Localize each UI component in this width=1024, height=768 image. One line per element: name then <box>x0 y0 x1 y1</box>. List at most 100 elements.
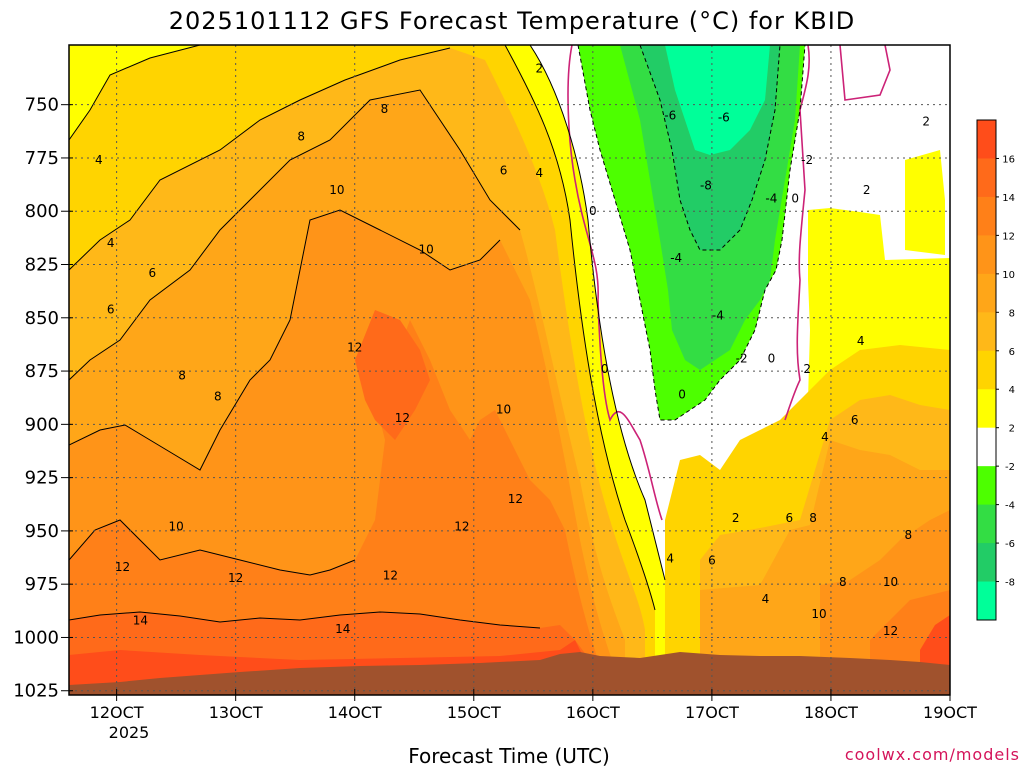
credit-text: coolwx.com/models <box>845 745 1020 764</box>
colorbar-label: -6 <box>1005 539 1015 550</box>
isotherm-6-west <box>69 47 451 271</box>
contour-label: 6 <box>500 164 508 178</box>
contour-label: 10 <box>329 183 344 197</box>
zero-contour-east <box>784 45 810 421</box>
y-tick-label: 825 <box>25 255 59 276</box>
contour-label: 12 <box>395 411 410 425</box>
contour-label: 2 <box>863 183 871 197</box>
contour-label: 0 <box>791 191 799 205</box>
colorbar-swatch <box>977 427 996 467</box>
y-tick-label: 875 <box>25 361 59 382</box>
y-tick-label: 775 <box>25 148 59 169</box>
contour-labels: 2 4 4 6 6 8 8 8 8 10 10 12 12 10 10 12 12 12 12 12 14 14 6 4 0 0 0… <box>95 61 930 638</box>
contour-label: -2 <box>736 351 748 365</box>
band-below-minus-8 <box>665 45 770 155</box>
zero-contour-northeast <box>839 45 891 101</box>
colorbar-label: 4 <box>1009 385 1015 396</box>
contour-label: 8 <box>214 390 222 404</box>
x-tick-label: 16OCT <box>566 703 620 722</box>
colorbar-label: 8 <box>1009 308 1015 319</box>
y-tick-label: 850 <box>25 308 59 329</box>
contour-label: 0 <box>601 362 609 376</box>
isotherm-14-west <box>69 611 541 629</box>
contour-label: -8 <box>700 179 712 193</box>
colorbar-swatch <box>977 350 996 390</box>
isotherm-4-front <box>504 45 656 611</box>
colorbar-label: -2 <box>1005 462 1015 473</box>
x-tick-label: 12OCT <box>90 703 144 722</box>
contour-label: 6 <box>851 413 859 427</box>
x-axis: 12OCT 13OCT 14OCT 15OCT 16OCT 17OCT 18OCT 19OCT <box>90 689 977 722</box>
contour-label: 10 <box>496 402 511 416</box>
x-tick-label: 19OCT <box>923 703 977 722</box>
colorbar: 16 14 12 10 8 6 4 2 -2 -4 -6 -8 <box>976 119 1015 621</box>
contour-label: 8 <box>381 102 389 116</box>
colorbar-swatch <box>977 466 996 506</box>
colorbar-label: 14 <box>1002 193 1015 204</box>
contour-label: -4 <box>765 191 777 205</box>
colorbar-frame <box>976 119 997 621</box>
y-tick-label: 925 <box>25 468 59 489</box>
contour-label: 4 <box>857 334 865 348</box>
contour-label: 4 <box>535 166 543 180</box>
y-axis: 750 775 800 825 850 875 900 925 950 975 1000 1025 <box>13 95 73 702</box>
isotherm-2-front <box>529 45 666 581</box>
colorbar-label: 10 <box>1002 270 1015 281</box>
colorbar-label: 16 <box>1002 154 1015 165</box>
x-tick-label: 17OCT <box>685 703 739 722</box>
colorbar-swatch <box>977 196 996 236</box>
contour-label: -6 <box>664 108 676 122</box>
isotherm-minus-6 <box>639 45 781 251</box>
colorbar-swatch <box>977 504 996 544</box>
band-12-to-14 <box>69 320 598 695</box>
contour-label: 12 <box>454 520 469 534</box>
contour-label: -4 <box>712 309 724 323</box>
contour-label: 4 <box>821 430 829 444</box>
isotherm-4-west <box>69 45 201 141</box>
contour-label: 12 <box>508 492 523 506</box>
contour-label: 8 <box>178 368 186 382</box>
contour-label: 12 <box>383 569 398 583</box>
contour-label: 0 <box>678 388 686 402</box>
contour-label: 8 <box>839 575 847 589</box>
contour-label: 4 <box>95 153 103 167</box>
contour-label: 4 <box>762 592 770 606</box>
contour-label: 8 <box>809 511 817 525</box>
x-axis-label: Forecast Time (UTC) <box>408 744 610 768</box>
y-tick-label: 800 <box>25 201 59 222</box>
y-tick-label: 1000 <box>13 627 59 648</box>
colorbar-swatch <box>977 543 996 583</box>
x-tick-label: 14OCT <box>328 703 382 722</box>
x-tick-label: 13OCT <box>209 703 263 722</box>
zero-contour-west <box>567 45 663 521</box>
patch-12-14-mid <box>355 310 430 440</box>
x-tick-label: 15OCT <box>447 703 501 722</box>
colorbar-swatch <box>977 581 996 621</box>
y-tick-label: 750 <box>25 95 59 116</box>
colorbar-swatch <box>977 312 996 352</box>
contour-label: 12 <box>115 560 130 574</box>
colorbar-swatch <box>977 273 996 313</box>
contour-label: -6 <box>718 110 730 124</box>
contour-label: 2 <box>535 61 543 75</box>
y-tick-label: 900 <box>25 414 59 435</box>
contour-label: 12 <box>228 571 243 585</box>
contour-label: -4 <box>670 251 682 265</box>
isotherm-8-west <box>69 89 521 381</box>
colorbar-label: 12 <box>1002 231 1015 242</box>
contour-label: 6 <box>708 554 716 568</box>
y-tick-label: 1025 <box>13 681 59 702</box>
contour-label: 4 <box>666 552 674 566</box>
y-tick-label: 950 <box>25 521 59 542</box>
contour-label: 2 <box>803 362 811 376</box>
contour-label: 12 <box>883 624 898 638</box>
contour-label: 8 <box>297 130 305 144</box>
contour-label: 0 <box>768 351 776 365</box>
colorbar-swatch <box>977 235 996 275</box>
contour-label: 0 <box>589 204 597 218</box>
colorbar-swatch <box>977 389 996 429</box>
contour-label: 8 <box>905 528 913 542</box>
colorbar-label: -4 <box>1005 501 1015 512</box>
y-tick-label: 975 <box>25 574 59 595</box>
isotherm-minus-2 <box>577 45 806 421</box>
